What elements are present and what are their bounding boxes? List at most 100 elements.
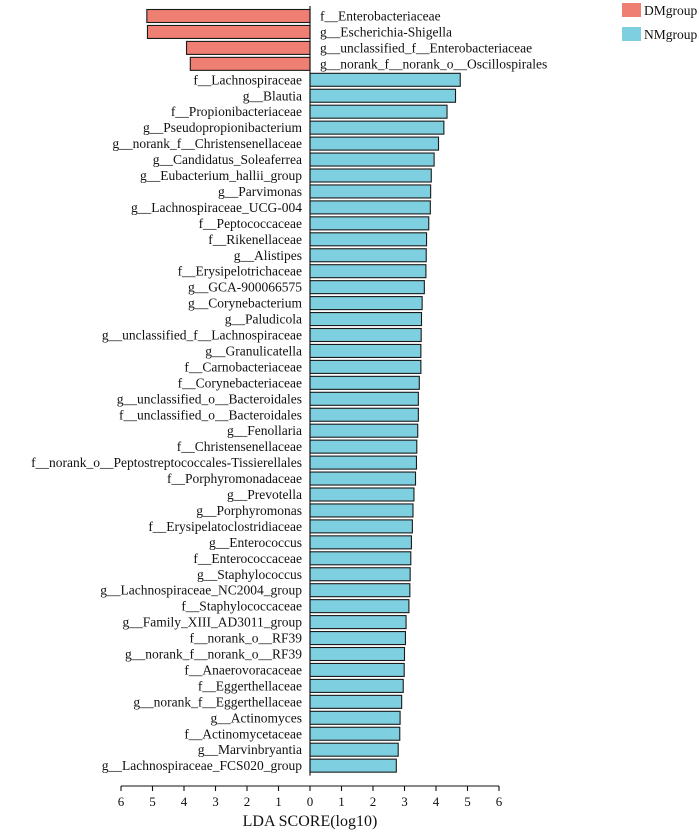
bar-35 bbox=[309, 567, 411, 582]
bar-label-18: g__Corynebacterium bbox=[188, 296, 302, 311]
x-tick-label-1: 5 bbox=[149, 794, 156, 809]
bar-label-5: g__Blautia bbox=[243, 88, 302, 103]
bar-label-9: g__Candidatus_Soleaferrea bbox=[153, 152, 302, 167]
bar-20 bbox=[309, 327, 422, 343]
bar-24 bbox=[309, 391, 419, 406]
bar-31 bbox=[309, 503, 414, 518]
bar-26 bbox=[309, 423, 419, 438]
bar-4 bbox=[309, 72, 461, 87]
bar-16 bbox=[309, 264, 427, 279]
bar-9 bbox=[309, 152, 435, 167]
bar-label-16: f__Erysipelotrichaceae bbox=[178, 264, 302, 279]
bar-label-8: g__norank_f__Christensenellaceae bbox=[112, 136, 302, 151]
x-tick-label-3: 3 bbox=[212, 794, 219, 809]
bar-21 bbox=[309, 343, 422, 359]
x-tick-label-2: 4 bbox=[181, 794, 188, 809]
bar-45 bbox=[309, 726, 401, 741]
bar-label-36: g__Lachnospiraceae_NC2004_group bbox=[100, 583, 302, 598]
bar-label-37: f__Staphylococcaceae bbox=[181, 599, 302, 614]
labels-layer: f__Enterobacteriaceaeg__Escherichia-Shig… bbox=[31, 9, 547, 774]
bar-42 bbox=[309, 678, 404, 693]
x-tick-label-8: 2 bbox=[370, 794, 377, 809]
x-tick-label-5: 1 bbox=[275, 794, 282, 809]
bar-label-14: f__Rikenellaceae bbox=[208, 232, 302, 247]
bar-label-2: g__unclassified_f__Enterobacteriaceae bbox=[320, 40, 532, 55]
bar-label-38: g__Family_XIII_AD3011_group bbox=[123, 615, 303, 630]
bar-3 bbox=[189, 56, 311, 71]
bar-label-45: f__Actinomycetaceae bbox=[184, 726, 302, 741]
bar-label-42: f__Eggerthellaceae bbox=[198, 678, 302, 693]
bar-30 bbox=[309, 487, 415, 502]
bar-label-24: g__unclassified_o__Bacteroidales bbox=[117, 391, 302, 406]
bar-label-3: g__norank_f__norank_o__Oscillospirales bbox=[320, 56, 547, 71]
bar-11 bbox=[309, 184, 432, 199]
bar-1 bbox=[146, 24, 311, 40]
bar-32 bbox=[309, 519, 413, 534]
bar-label-41: f__Anaerovoracaceae bbox=[184, 662, 302, 677]
bar-34 bbox=[309, 551, 412, 566]
bar-label-33: g__Enterococcus bbox=[209, 535, 302, 550]
bar-46 bbox=[309, 742, 399, 757]
legend-swatch-0 bbox=[622, 3, 641, 17]
x-tick-label-0: 6 bbox=[118, 794, 125, 809]
bar-label-6: f__Propionibacteriaceae bbox=[171, 104, 302, 119]
bar-label-46: g__Marvinbryantia bbox=[198, 742, 302, 757]
bar-label-30: g__Prevotella bbox=[227, 487, 302, 502]
bar-7 bbox=[309, 120, 445, 135]
x-tick-label-4: 2 bbox=[244, 794, 251, 809]
bar-2 bbox=[185, 40, 311, 55]
bar-23 bbox=[309, 375, 420, 390]
bar-5 bbox=[309, 88, 457, 103]
bar-label-12: g__Lachnospiraceae_UCG-004 bbox=[131, 200, 302, 215]
bar-label-31: g__Porphyromonas bbox=[196, 503, 302, 518]
bar-label-0: f__Enterobacteriaceae bbox=[320, 9, 441, 24]
bar-39 bbox=[309, 630, 406, 646]
bar-33 bbox=[309, 535, 412, 550]
bar-44 bbox=[309, 710, 401, 725]
legend: DMgroup NMgroup bbox=[622, 3, 697, 42]
bar-label-7: g__Pseudopropionibacterium bbox=[143, 120, 302, 135]
bar-label-19: g__Paludicola bbox=[225, 312, 302, 327]
bar-37 bbox=[309, 599, 410, 614]
bar-14 bbox=[309, 232, 428, 247]
bar-17 bbox=[309, 280, 425, 295]
bar-label-27: f__Christensenellaceae bbox=[177, 439, 302, 454]
bar-25 bbox=[309, 407, 419, 422]
bar-12 bbox=[309, 200, 431, 215]
bar-27 bbox=[309, 439, 418, 454]
bar-8 bbox=[309, 136, 440, 151]
legend-swatch-1 bbox=[622, 27, 641, 41]
bar-label-17: g__GCA-900066575 bbox=[188, 280, 302, 295]
bar-10 bbox=[309, 168, 432, 183]
bar-label-29: f__Porphyromonadaceae bbox=[167, 471, 302, 486]
bar-label-28: f__norank_o__Peptostreptococcales-Tissie… bbox=[31, 455, 302, 470]
x-tick-label-6: 0 bbox=[307, 794, 314, 809]
x-tick-label-9: 3 bbox=[401, 794, 408, 809]
bar-label-43: g__norank_f__Eggerthellaceae bbox=[133, 694, 302, 709]
bar-0 bbox=[146, 8, 311, 24]
bar-6 bbox=[309, 104, 448, 119]
bar-47 bbox=[309, 758, 397, 773]
bar-15 bbox=[309, 248, 427, 263]
bar-label-13: f__Peptococcaceae bbox=[199, 216, 302, 231]
bar-41 bbox=[309, 662, 405, 678]
bar-label-21: g__Granulicatella bbox=[205, 343, 302, 358]
bar-13 bbox=[309, 216, 430, 231]
bar-label-1: g__Escherichia-Shigella bbox=[320, 24, 452, 39]
bar-label-47: g__Lachnospiraceae_FCS020_group bbox=[102, 758, 302, 773]
bar-label-35: g__Staphylococcus bbox=[197, 567, 302, 582]
legend-label-0: DMgroup bbox=[644, 3, 697, 18]
bar-label-26: g__Fenollaria bbox=[227, 423, 302, 438]
x-tick-label-11: 5 bbox=[464, 794, 471, 809]
bar-label-22: f__Carnobacteriaceae bbox=[184, 359, 302, 374]
bar-22 bbox=[309, 359, 422, 374]
bar-label-44: g__Actinomyces bbox=[211, 710, 302, 725]
bar-28 bbox=[309, 455, 418, 470]
bar-label-20: g__unclassified_f__Lachnospiraceae bbox=[102, 328, 302, 343]
bar-label-11: g__Parvimonas bbox=[218, 184, 302, 199]
bar-label-34: f__Enterococcaceae bbox=[193, 551, 302, 566]
x-axis: 6 5 4 3 2 1 0 1 2 3 4 5 6 bbox=[118, 6, 503, 809]
bar-label-39: f__norank_o__RF39 bbox=[190, 631, 303, 646]
bar-29 bbox=[309, 471, 417, 486]
bar-label-32: f__Erysipelatoclostridiaceae bbox=[148, 519, 302, 534]
